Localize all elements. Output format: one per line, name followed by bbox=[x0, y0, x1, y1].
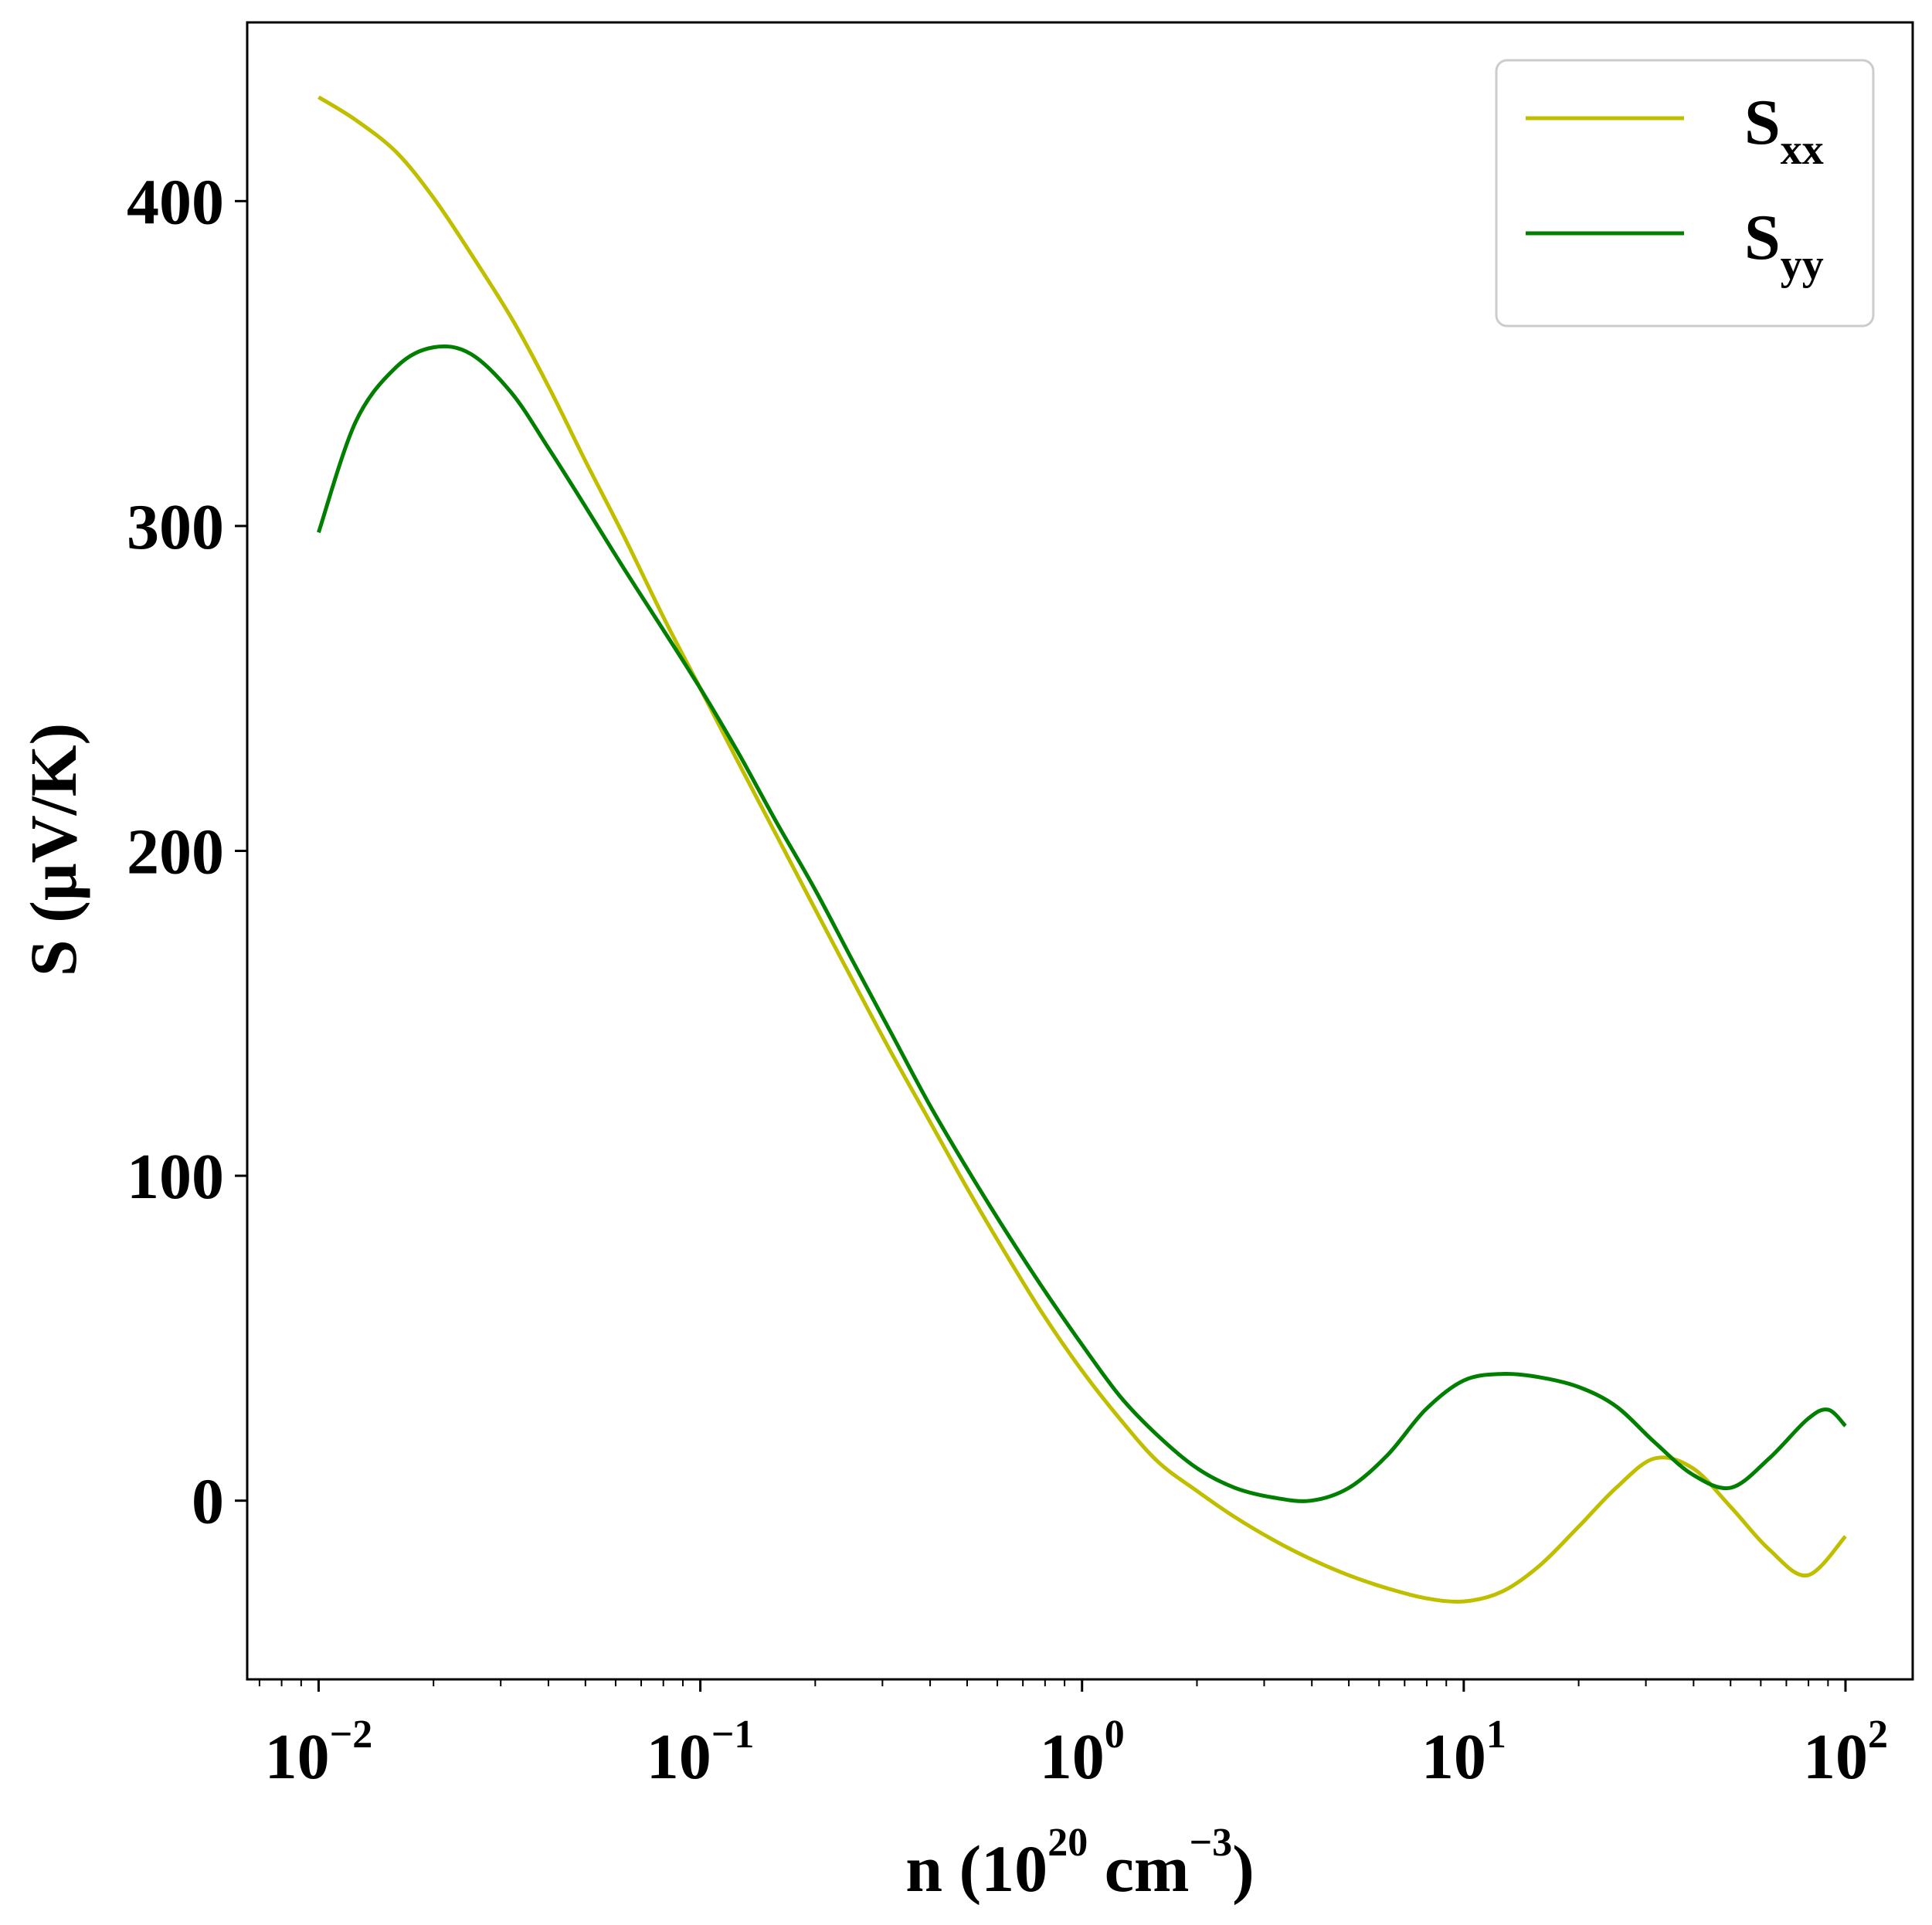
x-axis-label: n (1020 cm−3) bbox=[905, 1821, 1255, 1906]
legend-box bbox=[1495, 59, 1875, 328]
y-axis-label: S (μV/K) bbox=[16, 723, 90, 976]
y-tick-label: 200 bbox=[127, 817, 224, 888]
x-tick-label: 100 bbox=[1040, 1713, 1125, 1793]
y-axis-ticks: 0 100 200 300 400 bbox=[127, 166, 247, 1538]
series-lines bbox=[317, 95, 1847, 1604]
x-tick-label: 10−1 bbox=[647, 1713, 755, 1793]
x-axis-ticks: 10−2 10−1 100 101 102 bbox=[258, 1679, 1888, 1793]
y-tick-label: 400 bbox=[127, 166, 224, 238]
y-tick-label: 0 bbox=[192, 1466, 224, 1538]
x-tick-label: 101 bbox=[1421, 1713, 1506, 1793]
x-axis-label-unit-exponent: −3 bbox=[1190, 1821, 1233, 1865]
x-axis-label-unit: cm bbox=[1088, 1832, 1189, 1906]
y-tick-label: 300 bbox=[127, 491, 224, 563]
legend: Sxx Syy bbox=[1495, 59, 1875, 328]
x-tick-label: 10−2 bbox=[265, 1713, 373, 1793]
x-axis-label-suffix: ) bbox=[1232, 1832, 1255, 1906]
legend-label-sxx: Sxx bbox=[1744, 87, 1824, 174]
x-axis-label-exponent: 20 bbox=[1047, 1821, 1088, 1865]
y-tick-label: 100 bbox=[127, 1141, 224, 1213]
series-line-xx bbox=[317, 95, 1847, 1604]
x-tick-label: 102 bbox=[1803, 1713, 1888, 1793]
series-line-yy bbox=[317, 344, 1847, 1503]
legend-label-syy: Syy bbox=[1744, 202, 1824, 289]
x-axis-label-prefix: n (10 bbox=[905, 1832, 1047, 1906]
